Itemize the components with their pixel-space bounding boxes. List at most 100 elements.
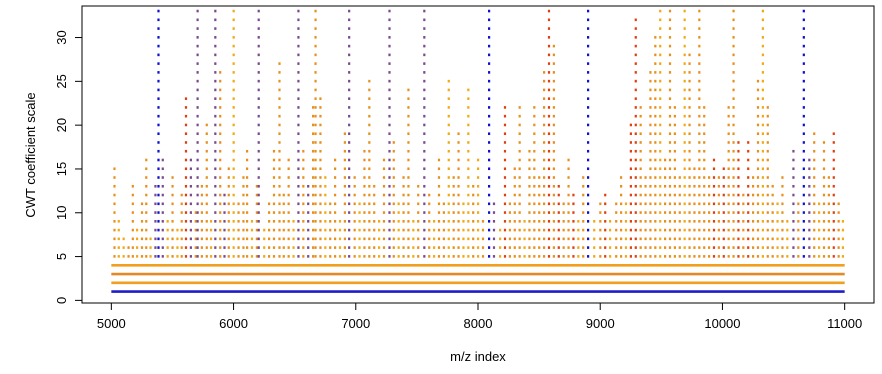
ridge-point [802,27,805,30]
ridge-line [232,9,235,258]
ridge-point [278,97,281,100]
ridge-point [639,228,642,232]
ridge-point [334,211,337,214]
ridge-line [813,132,816,258]
ridge-point [781,228,784,232]
y-tick-label: 30 [54,30,69,44]
ridge-point [756,228,760,232]
ridge-point [832,237,835,241]
ridge-point [196,132,199,136]
ridge-point [761,193,764,197]
ridge-line [615,202,618,258]
ridge-point [808,220,811,223]
ridge-point [547,9,551,13]
ridge-point [307,211,310,214]
ridge-point [373,193,376,197]
ridge-point [822,193,826,197]
ridge-point [543,237,546,241]
ridge-point [257,220,260,223]
ridge-point [649,88,652,92]
ridge-point [205,202,208,206]
ridge-point [149,237,152,241]
ridge-point [329,228,332,232]
ridge-line [358,202,361,258]
ridge-point [582,184,585,188]
ridge-line [402,176,405,258]
ridge-point [668,237,672,241]
ridge-point [272,246,276,249]
ridge-point [278,71,281,74]
ridge-point [314,220,317,223]
ridge-point [154,246,157,249]
ridge-point [397,228,400,232]
ridge-point [196,18,199,22]
ridge-point [678,220,681,223]
ridge-point [538,184,541,188]
ridge-point [639,176,642,179]
ridge-line [131,184,134,258]
ridge-line [664,158,667,258]
ridge-point [257,18,260,22]
ridge-point [708,176,711,179]
ridge-line [582,176,585,258]
ridge-line [703,106,706,258]
ridge-point [314,9,317,13]
ridge-point [488,167,491,171]
ridge-point [214,158,217,162]
ridge-point [683,255,686,258]
ridge-point [312,202,315,206]
ridge-point [232,53,235,57]
ridge-point [246,202,249,206]
ridge-point [348,220,351,223]
ridge-point [703,132,706,136]
ridge-line [136,228,139,258]
ridge-point [543,211,546,214]
ridge-point [219,106,222,109]
ridge-point [634,36,637,39]
ridge-point [786,237,789,241]
ridge-point [528,149,531,153]
ridge-point [668,44,672,48]
ridge-point [131,220,134,223]
ridge-point [237,220,240,223]
ridge-point [388,9,391,13]
ridge-point [742,220,745,223]
ridge-point [766,193,769,197]
ridge-point [683,9,686,13]
ridge-point [343,237,346,241]
ridge-point [756,211,760,214]
ridge-point [593,237,596,241]
ridge-point [717,176,720,179]
ridge-point [297,88,300,92]
ridge-line [223,193,226,258]
ridge-point [557,255,560,258]
ridge-point [518,211,521,214]
ridge-point [200,237,203,241]
ridge-point [808,255,811,258]
ridge-point [334,220,337,223]
ridge-point [841,228,845,232]
ridge-point [457,246,460,249]
ridge-point [533,114,536,118]
ridge-point [297,202,300,206]
ridge-point [604,220,607,223]
ridge-point [232,9,235,13]
ridge-point [319,246,322,249]
ridge-point [761,62,764,65]
ridge-point [620,176,623,179]
ridge-point [703,220,706,223]
ridge-line [382,158,386,258]
ridge-point [282,228,285,232]
ridge-line [503,106,507,258]
ridge-point [634,88,637,92]
ridge-point [237,211,240,214]
ridge-point [659,246,662,249]
ridge-point [348,184,351,188]
ridge-point [196,62,199,65]
ridge-point [708,246,711,249]
ridge-point [712,255,716,258]
ridge-point [543,255,546,258]
ridge-point [766,167,769,171]
ridge-point [278,193,281,197]
ridge-point [462,202,465,206]
